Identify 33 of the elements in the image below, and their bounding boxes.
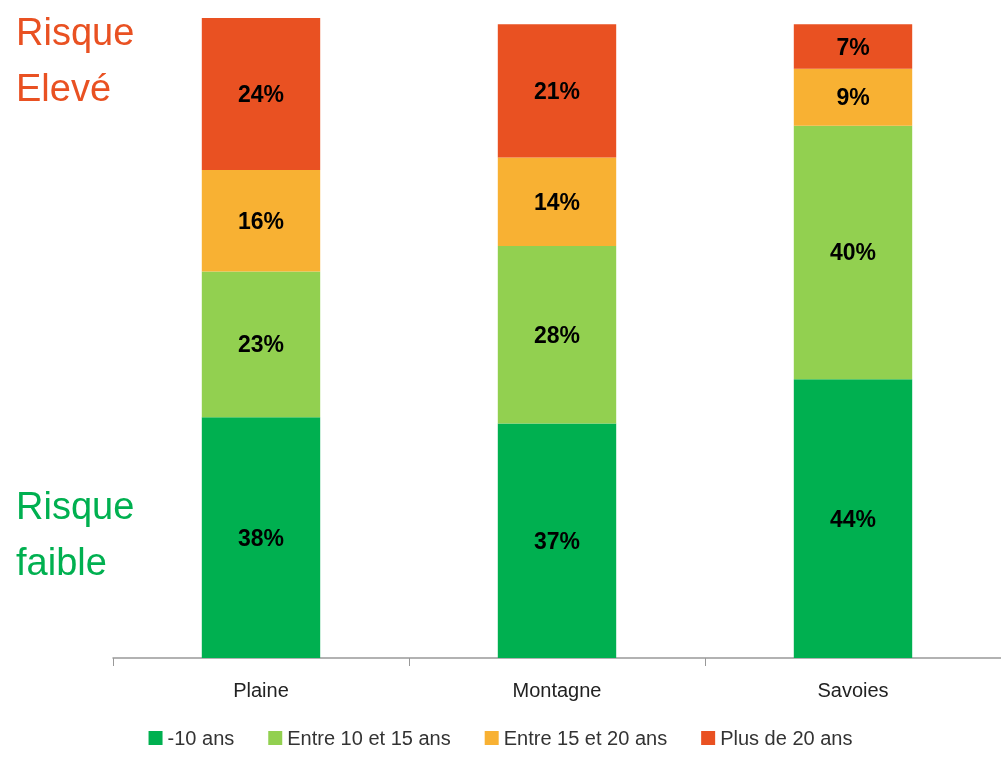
bar [201,170,321,272]
legend-label: Entre 15 et 20 ans [503,727,668,749]
data-label: 9% [836,84,870,111]
x-tick-label: Montagne [512,679,602,701]
data-label: 21% [533,77,581,104]
x-tick-label: Plaine [233,679,289,701]
annotation: Risque faible [16,485,135,583]
data-label: 37% [533,527,581,554]
bar [497,24,617,158]
bar [793,125,913,380]
bar [201,18,321,171]
data-label: 28% [533,321,581,348]
x-tick-label: Savoies [817,679,889,701]
data-label: 38% [237,524,285,551]
bar [497,246,617,424]
legend-label: Entre 10 et 15 ans [287,727,451,749]
data-label: 7% [836,33,870,60]
legend-label: Plus de 20 ans [720,727,853,749]
bar [793,379,913,658]
data-label: 40% [829,239,877,266]
data-label: 23% [237,331,285,358]
bar [201,417,321,658]
data-label: 24% [237,81,285,108]
bar [793,68,913,126]
bar [793,24,913,69]
bar [497,157,617,247]
data-label: 14% [533,188,581,215]
annotation: Risque Elevé [16,11,135,109]
bar [497,423,617,658]
bar [201,271,321,418]
data-label: 16% [237,207,285,234]
legend-label: -10 ans [167,727,235,749]
data-label: 44% [829,505,877,532]
